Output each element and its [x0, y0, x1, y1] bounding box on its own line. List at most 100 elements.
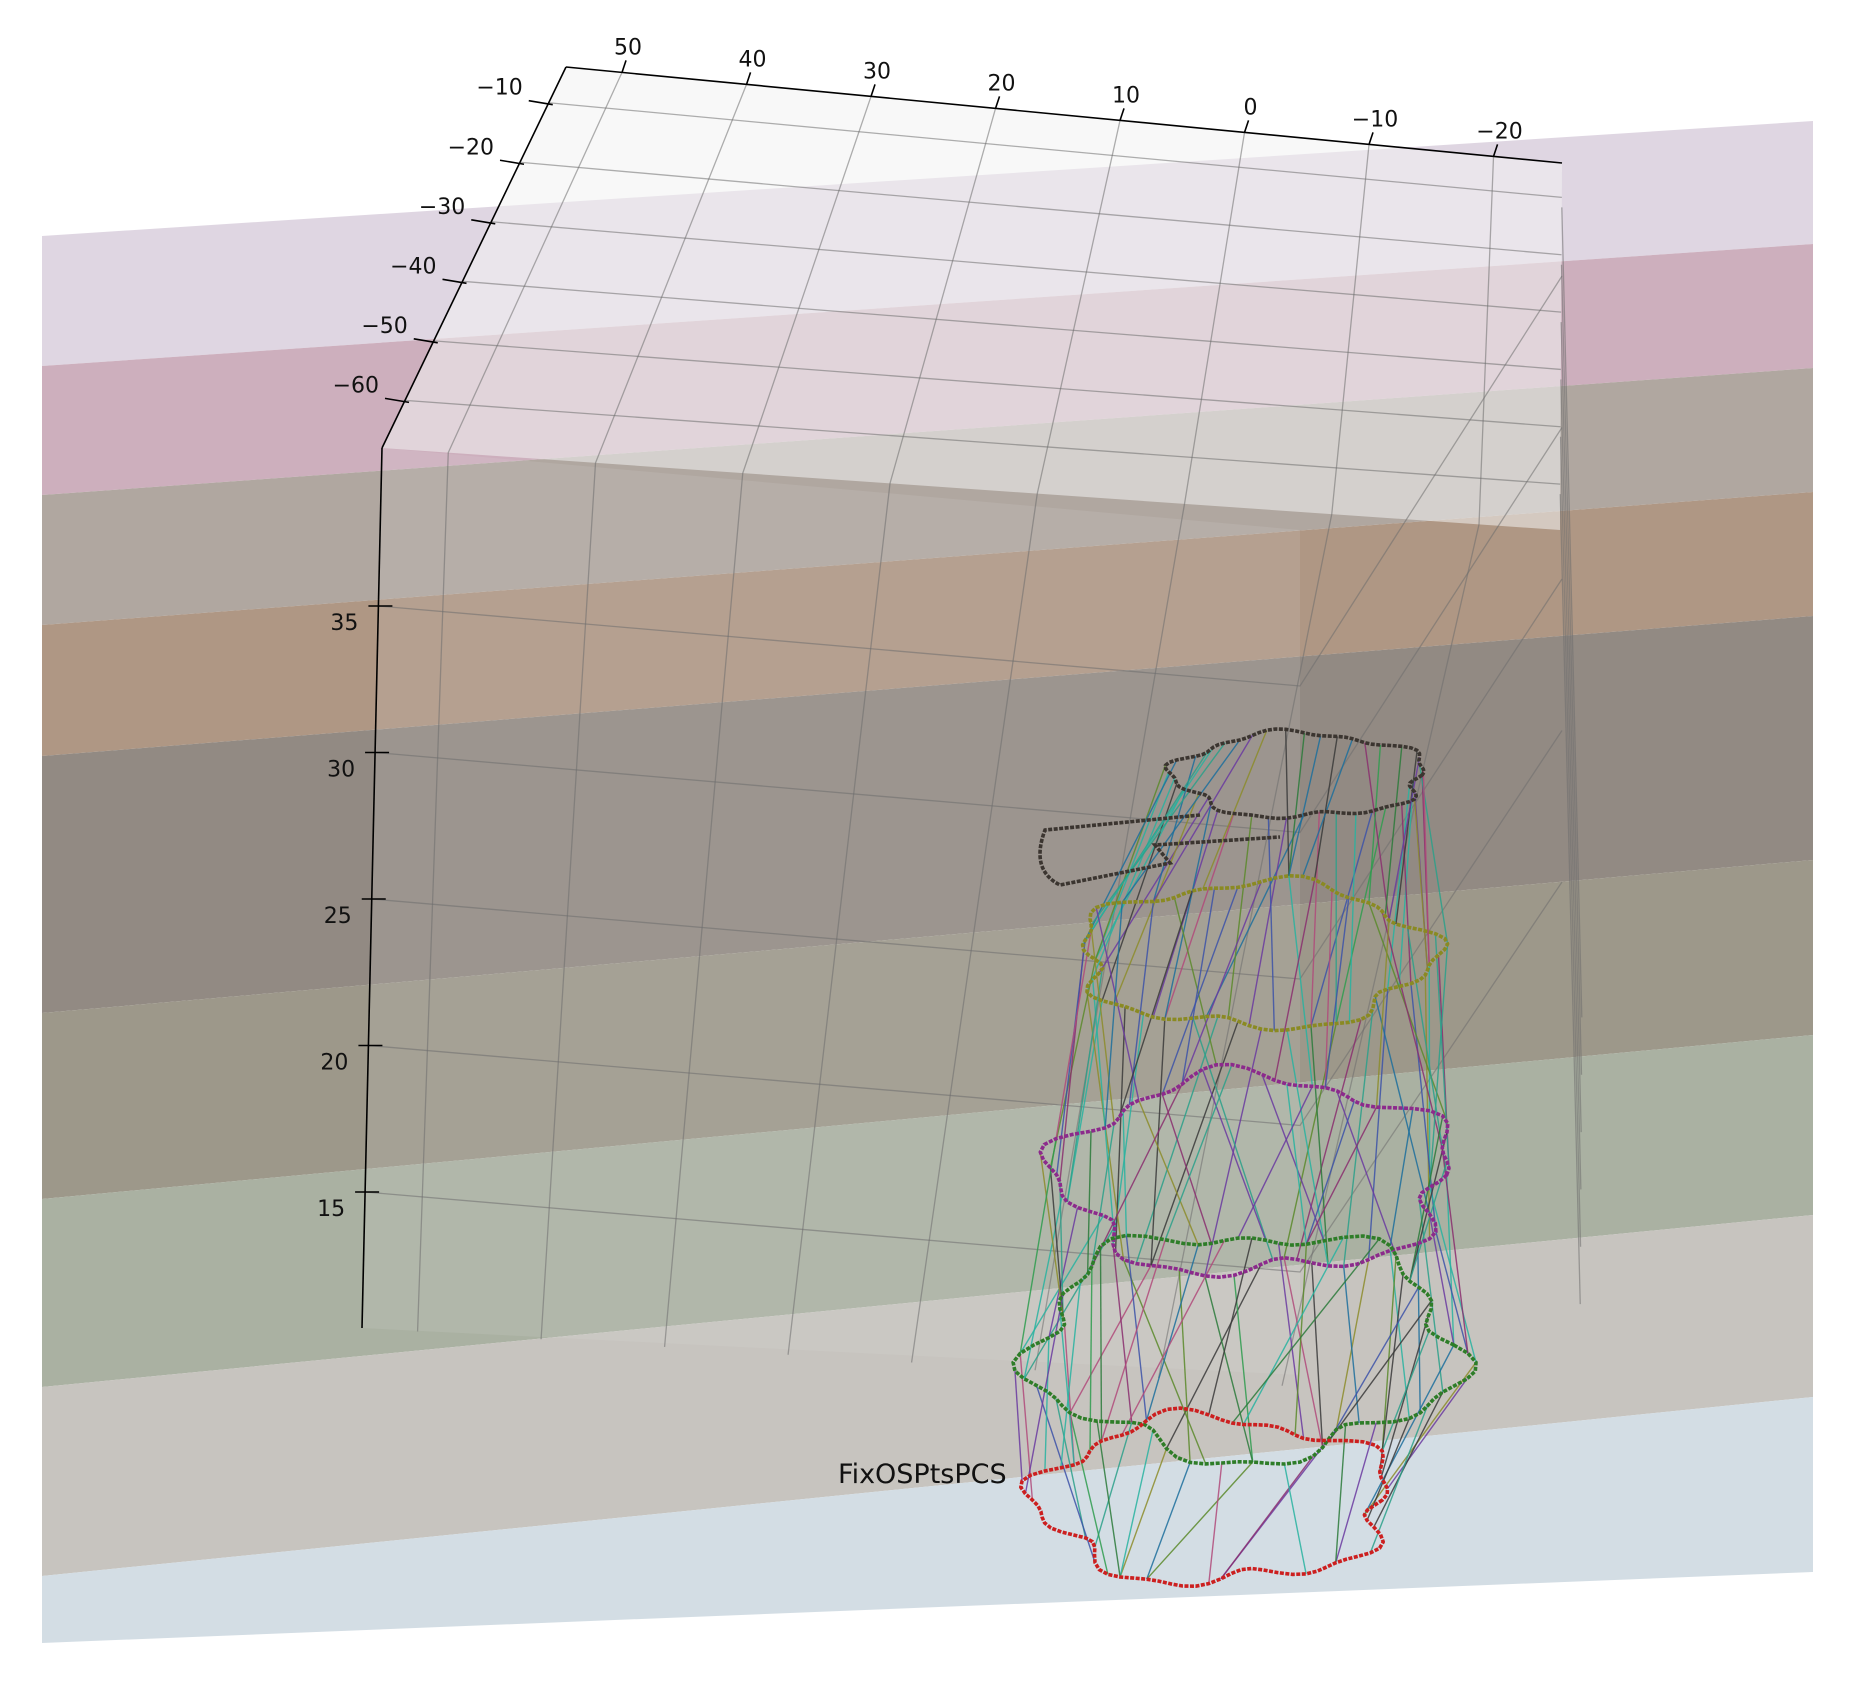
strut-3-24: [1208, 1462, 1223, 1584]
grid-line-y-4: [433, 340, 1561, 428]
strut-2-10: [1417, 1243, 1421, 1413]
y-axis-line: [381, 66, 567, 449]
contour-loops: [1011, 727, 1478, 1588]
strut-3-50: [1059, 1309, 1075, 1465]
strut-3-30: [1119, 1429, 1154, 1578]
strut-2-46: [1049, 1167, 1064, 1318]
z-tick-label-0: 35: [330, 611, 358, 636]
grid-line-yz-5: [1559, 494, 1581, 1305]
strut-1-14: [1296, 1019, 1362, 1260]
page-margin-bottom: [0, 1643, 1185, 1700]
strut-1-52: [1089, 918, 1115, 1124]
strut-2-66: [1164, 1064, 1233, 1241]
grid-line-yz-2: [1560, 322, 1582, 1133]
strut-3-32: [1094, 1422, 1133, 1548]
strut-1-18: [1310, 1025, 1329, 1266]
strut-0-56: [1090, 746, 1215, 931]
strut-1-10: [1374, 996, 1431, 1215]
strut-2-64: [1201, 1069, 1267, 1241]
y-tick-label-0: −10: [476, 76, 522, 101]
strut-0-70: [1288, 735, 1322, 876]
strut-2-82: [1409, 1115, 1444, 1282]
strut-0-78: [1368, 744, 1382, 903]
strut-1-4: [1424, 975, 1431, 1239]
strut-1-86: [1434, 933, 1450, 1169]
strut-0-20: [1310, 811, 1320, 1026]
strut-0-4: [1387, 785, 1411, 990]
layer-band-8: [42, 1215, 1813, 1576]
grid-line-x-0: [416, 72, 623, 1332]
layer-band-4: [42, 492, 1813, 756]
strut-0-30: [1164, 813, 1235, 1020]
y-tick-label-1: −20: [448, 135, 494, 160]
strut-1-76: [1324, 897, 1350, 1088]
strut-3-74: [1242, 1236, 1345, 1425]
strut-3-70: [1277, 1243, 1305, 1439]
strut-0-62: [1152, 735, 1254, 902]
strut-3-62: [1100, 1239, 1166, 1442]
strut-0-38: [1113, 792, 1200, 1004]
strut-0-36: [1098, 796, 1210, 974]
strut-3-36: [1069, 1412, 1109, 1575]
strut-3-68: [1208, 1237, 1253, 1416]
strut-2-24: [1233, 1275, 1254, 1463]
x-tick-mark-7: [1492, 144, 1499, 157]
strut-0-64: [1202, 729, 1268, 890]
strut-1-80: [1381, 910, 1443, 1149]
strut-2-76: [1305, 1100, 1355, 1245]
x-tick-mark-3: [994, 96, 1001, 109]
strut-1-32: [1112, 1013, 1145, 1244]
y-tick-mark-3: [442, 278, 467, 285]
grid-line-x-4: [910, 120, 1121, 1363]
strut-2-8: [1435, 1231, 1469, 1354]
strut-3-22: [1146, 1461, 1254, 1580]
strut-2-16: [1343, 1266, 1360, 1423]
contour-middle: [1038, 1062, 1451, 1279]
strut-1-24: [1150, 1020, 1239, 1266]
mesh-struts: [1014, 729, 1477, 1584]
strut-0-24: [1248, 818, 1288, 1026]
grid-line-yz-1: [1560, 264, 1583, 1075]
x-tick-label-4: 10: [1112, 83, 1140, 108]
strut-3-42: [1014, 1371, 1023, 1481]
x-tick-label-0: 50: [614, 35, 642, 60]
x-tick-label-2: 30: [863, 59, 891, 84]
strut-0-8: [1413, 799, 1429, 971]
strut-3-0: [1363, 1344, 1455, 1516]
contour-lower: [1011, 1233, 1478, 1466]
strut-1-82: [1375, 920, 1390, 1108]
strut-1-44: [1049, 959, 1097, 1168]
strut-1-50: [1055, 930, 1092, 1139]
grid-line-x-2: [663, 96, 872, 1348]
strut-3-88: [1381, 1330, 1430, 1452]
strut-3-38: [1055, 1398, 1087, 1539]
strut-2-80: [1389, 1108, 1414, 1246]
strut-3-4: [1386, 1378, 1468, 1490]
x-tick-mark-5: [1243, 120, 1250, 133]
x-tick-mark-4: [1119, 108, 1125, 121]
layer-band-6: [42, 860, 1813, 1199]
strut-2-48: [1039, 1152, 1064, 1318]
strut-3-20: [1283, 1463, 1307, 1575]
y-tick-mark-2: [471, 218, 496, 225]
grid-line-x-3: [787, 108, 997, 1355]
grid-line-y-1: [519, 161, 1562, 256]
strut-0-34: [1164, 803, 1212, 1020]
strut-2-62: [1091, 1083, 1183, 1267]
grid-line-z-1: [375, 427, 1563, 834]
grid-line-yz-0: [1561, 207, 1583, 1018]
strut-3-54: [1060, 1281, 1082, 1468]
contour-top: [1163, 727, 1426, 821]
strut-2-26: [1204, 1275, 1254, 1463]
grid-line-y-0: [548, 102, 1562, 199]
strut-1-62: [1118, 890, 1193, 1118]
strut-3-14: [1335, 1424, 1347, 1563]
x-axis-line: [565, 66, 1563, 164]
strut-0-84: [1388, 756, 1421, 921]
contour-upper: [1080, 873, 1450, 1033]
layer-band-edge: [1185, 1572, 1813, 1700]
x-tick-mark-2: [870, 84, 876, 97]
strut-0-48: [1094, 765, 1167, 960]
x-tick-mark-0: [621, 60, 627, 73]
